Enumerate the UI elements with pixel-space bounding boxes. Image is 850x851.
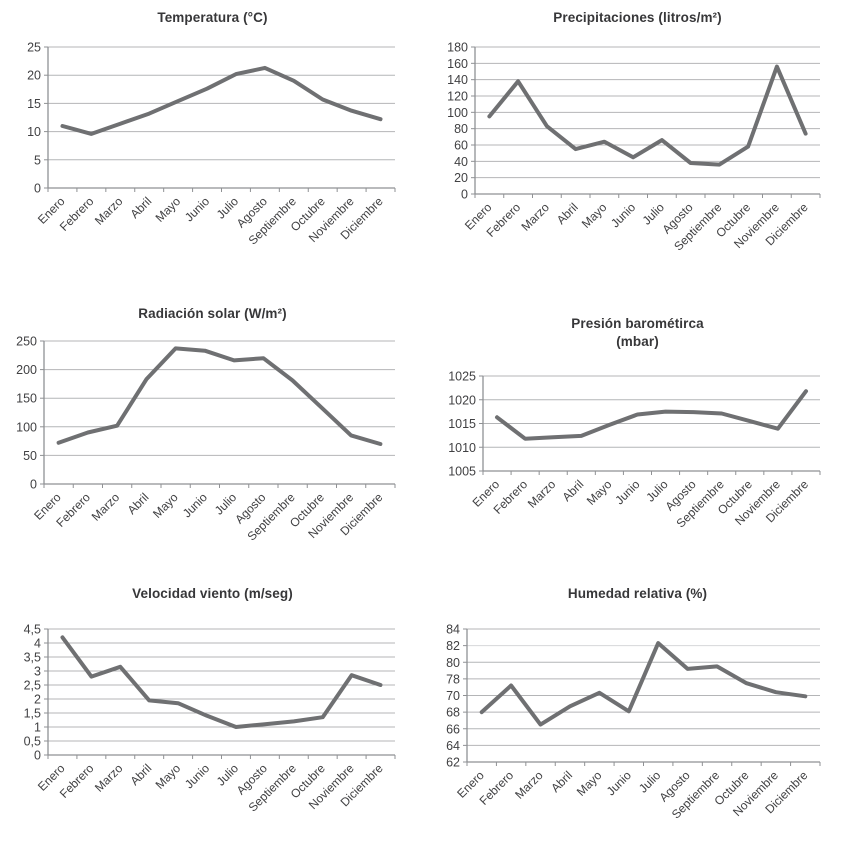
y-tick-label: 82 bbox=[446, 639, 460, 653]
y-tick-label: 66 bbox=[446, 722, 460, 736]
x-tick-label: Abril bbox=[127, 761, 154, 788]
y-tick-label: 200 bbox=[16, 363, 37, 377]
chart-title: Precipitaciones (litros/m²) bbox=[553, 10, 722, 25]
y-tick-label: 84 bbox=[446, 623, 460, 637]
x-tick-label: Junio bbox=[182, 194, 212, 224]
x-tick-label: Junio bbox=[608, 200, 638, 230]
y-tick-label: 60 bbox=[454, 139, 468, 153]
x-tick-label: Marzo bbox=[519, 200, 553, 234]
series-line bbox=[479, 641, 808, 727]
y-tick-label: 1010 bbox=[448, 441, 476, 455]
precipitaciones-plot-canvas: 180160140120100806040200EneroFebreroMarz… bbox=[447, 41, 821, 254]
y-tick-label: 100 bbox=[447, 106, 468, 120]
y-tick-label: 4,5 bbox=[24, 623, 41, 637]
chart-humedad-relativa: Humedad relativa (%) 84 82 80 78 70 68 66 64 62 E… bbox=[425, 570, 850, 851]
y-tick-label: 0,5 bbox=[24, 735, 41, 749]
chart-title: Radiación solar (W/m²) bbox=[138, 306, 287, 321]
x-tick-label: Abril bbox=[127, 194, 154, 221]
y-tick-label: 62 bbox=[446, 756, 460, 770]
series-line bbox=[487, 64, 808, 167]
y-tick-label: 1025 bbox=[448, 370, 476, 384]
series-line bbox=[60, 635, 383, 729]
y-tick-label: 0 bbox=[461, 188, 468, 202]
y-tick-label: 70 bbox=[446, 689, 460, 703]
chart-title: Humedad relativa (%) bbox=[567, 586, 708, 601]
chart-radiacion-solar: Radiación solar (W/m²) 250 200 150 100 50 0 En… bbox=[0, 290, 425, 570]
x-tick-label: Junio bbox=[180, 490, 210, 520]
y-tick-label: 100 bbox=[16, 420, 37, 434]
chart-title-line2: (mbar) bbox=[616, 334, 659, 349]
y-tick-label: 1,5 bbox=[24, 707, 41, 721]
series-line bbox=[56, 346, 383, 446]
chart-velocidad-viento: Velocidad viento (m/seg) 4,5 4 3,5 3 2,5 2 1,5… bbox=[0, 570, 425, 851]
x-tick-label: Junio bbox=[604, 768, 634, 798]
y-tick-label: 3,5 bbox=[24, 651, 41, 665]
series-line bbox=[495, 389, 808, 441]
x-tick-label: Junio bbox=[612, 477, 642, 507]
y-tick-label: 80 bbox=[454, 122, 468, 136]
y-tick-label: 40 bbox=[454, 155, 468, 169]
y-tick-label: 1 bbox=[34, 721, 41, 735]
x-tick-label: Mayo bbox=[153, 761, 184, 792]
x-tick-label: Marzo bbox=[525, 477, 559, 511]
x-tick-label: Abril bbox=[560, 477, 587, 504]
chart-precipitaciones: Precipitaciones (litros/m²) 180 160 140 120… bbox=[425, 0, 850, 290]
chart-temperatura: Temperatura (°C) 25 20 15 10 5 0 Enero Febrero M… bbox=[0, 0, 425, 290]
y-tick-label: 0 bbox=[34, 749, 41, 763]
x-tick-label: Marzo bbox=[512, 768, 546, 802]
y-tick-label: 140 bbox=[447, 73, 468, 87]
x-tick-label: Marzo bbox=[92, 194, 126, 228]
chart-title: Temperatura (°C) bbox=[157, 10, 268, 25]
x-tick-label: Junio bbox=[182, 761, 212, 791]
y-tick-label: 1020 bbox=[448, 393, 476, 407]
series-line bbox=[60, 65, 383, 136]
x-tick-label: Marzo bbox=[89, 490, 123, 524]
y-tick-label: 0 bbox=[30, 478, 37, 492]
y-tick-label: 160 bbox=[447, 57, 468, 71]
y-tick-label: 64 bbox=[446, 739, 460, 753]
y-tick-label: 50 bbox=[23, 449, 37, 463]
y-tick-label: 20 bbox=[27, 69, 41, 83]
y-tick-label: 3 bbox=[34, 665, 41, 679]
chart-title: Presión barométirca bbox=[571, 316, 704, 331]
y-tick-label: 25 bbox=[27, 41, 41, 55]
x-tick-label: Mayo bbox=[150, 490, 181, 521]
chart-presion-barometrica: Presión barométirca (mbar) 1025 1020 1015 1… bbox=[425, 290, 850, 570]
x-tick-label: Mayo bbox=[574, 768, 605, 799]
y-tick-label: 150 bbox=[16, 392, 37, 406]
y-tick-label: 4 bbox=[34, 637, 41, 651]
x-tick-label: Mayo bbox=[584, 477, 615, 508]
x-tick-label: Marzo bbox=[92, 761, 126, 795]
y-tick-label: 1005 bbox=[448, 465, 476, 479]
y-tick-label: 78 bbox=[446, 672, 460, 686]
x-tick-label: Mayo bbox=[153, 194, 184, 225]
y-tick-label: 10 bbox=[27, 125, 41, 139]
y-tick-label: 68 bbox=[446, 706, 460, 720]
x-tick-label: Abril bbox=[548, 768, 575, 795]
y-tick-label: 2,5 bbox=[24, 679, 41, 693]
y-tick-label: 20 bbox=[454, 171, 468, 185]
y-tick-label: 120 bbox=[447, 90, 468, 104]
y-tick-label: 5 bbox=[34, 153, 41, 167]
x-tick-label: Abril bbox=[125, 490, 152, 517]
y-tick-label: 80 bbox=[446, 656, 460, 670]
y-tick-label: 0 bbox=[34, 182, 41, 196]
y-tick-label: 2 bbox=[34, 693, 41, 707]
chart-title: Velocidad viento (m/seg) bbox=[132, 586, 293, 601]
y-tick-label: 250 bbox=[16, 335, 37, 349]
y-tick-label: 1015 bbox=[448, 417, 476, 431]
x-tick-label: Mayo bbox=[579, 200, 610, 231]
y-tick-label: 15 bbox=[27, 97, 41, 111]
y-tick-label: 180 bbox=[447, 41, 468, 55]
x-tick-label: Abril bbox=[554, 200, 581, 227]
